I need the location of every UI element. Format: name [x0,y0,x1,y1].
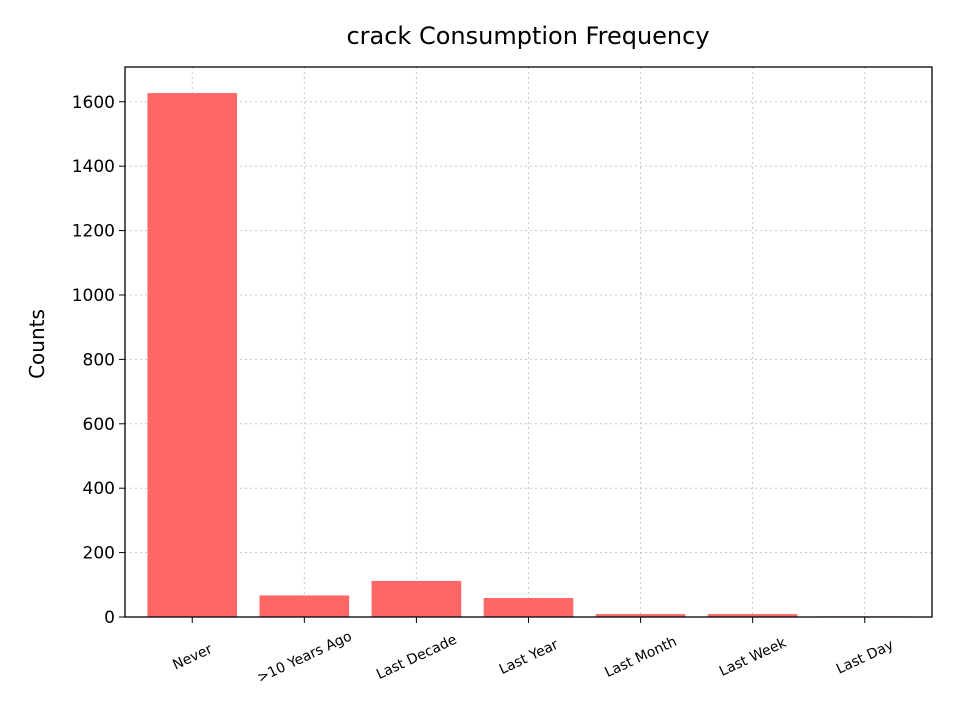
x-tick-label: Last Year [497,637,561,678]
y-tick-label: 0 [104,608,115,628]
y-tick-label: 1400 [72,157,115,177]
y-tick-label: 400 [83,479,115,499]
bar [483,598,574,617]
y-tick-label: 200 [83,544,115,564]
bar [707,614,798,617]
grid-lines [125,67,932,618]
x-tick-label: Last Decade [374,632,459,683]
y-tick-label: 800 [83,350,115,370]
x-tick-label: Never [170,641,215,673]
x-tick-label: >10 Years Ago [255,628,355,686]
y-axis-label: Counts [25,309,49,379]
bar [147,93,238,618]
bar [371,580,462,617]
y-tick-label: 600 [83,415,115,435]
y-tick-label: 1200 [72,222,115,242]
x-tick-label: Last Day [834,637,896,677]
x-tick-label: Last Month [602,634,679,681]
y-tick-label: 1600 [72,93,115,113]
bar [595,614,686,617]
x-tick-label: Last Week [717,635,790,680]
chart-title: crack Consumption Frequency [346,22,709,50]
bars [147,93,910,618]
y-tick-label: 1000 [72,286,115,306]
bar [259,595,350,617]
